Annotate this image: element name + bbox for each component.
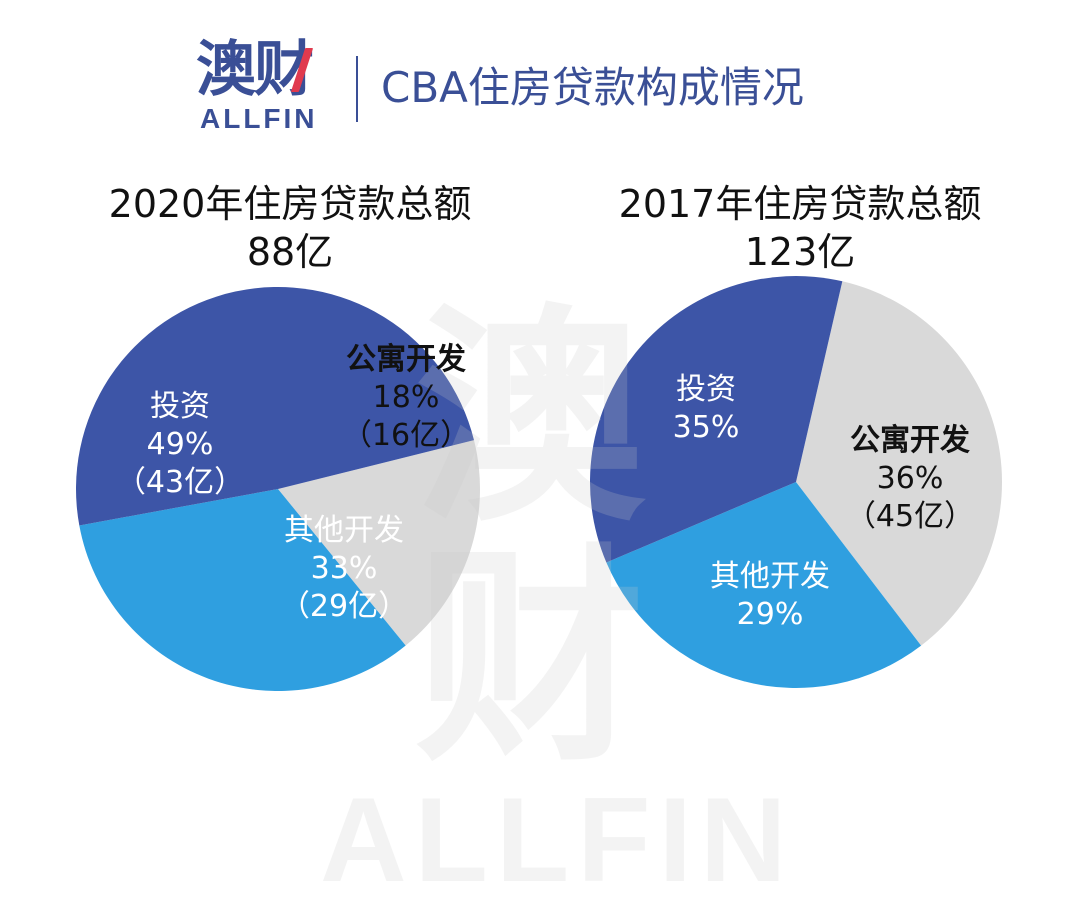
slice-label-2017-investment: 投资 35% <box>673 371 740 447</box>
logo-text: ALLFIN <box>200 103 318 134</box>
slice-category: 公寓开发 <box>346 342 466 377</box>
slice-percent: 49% <box>146 427 214 462</box>
pie-charts <box>76 275 1002 691</box>
chart-2017-title: 2017年住房贷款总额 <box>618 182 982 226</box>
slice-category: 投资 <box>676 372 736 407</box>
slice-label-2020-investment: 投资 49% （43亿） <box>116 388 244 502</box>
pie-slice-2017-other <box>606 482 922 688</box>
chart-2020-title: 2020年住房贷款总额 <box>108 182 472 226</box>
logo-mark: 澳财 <box>196 35 314 105</box>
pie-slice-2017-apartment <box>796 281 1002 646</box>
pie-slice-2020-investment <box>76 287 474 526</box>
pie-slice-2020-other <box>79 489 406 691</box>
slice-label-2017-other: 其他开发 29% <box>710 558 830 634</box>
slice-category: 其他开发 <box>710 559 830 594</box>
slice-category: 投资 <box>150 389 210 424</box>
slice-label-2020-apartment: 公寓开发 18% （16亿） <box>342 341 470 455</box>
title-divider <box>356 56 358 122</box>
page-title: CBA住房贷款构成情况 <box>381 63 804 112</box>
slice-label-2020-other: 其他开发 33% （29亿） <box>280 512 408 626</box>
slice-amount: （45亿） <box>845 499 975 534</box>
pie-slice-2017-investment <box>590 275 843 563</box>
chart-2020-total: 88亿 <box>246 230 334 274</box>
slice-percent: 18% <box>372 380 440 415</box>
slice-percent: 29% <box>736 597 804 632</box>
slice-category: 其他开发 <box>284 513 404 548</box>
slice-amount: （43亿） <box>115 465 245 500</box>
pie-chart-2020 <box>76 287 480 691</box>
chart-2017-total: 123亿 <box>744 230 856 274</box>
pie-slice-2020-apartment <box>278 440 480 646</box>
pie-chart-2017 <box>590 275 1002 688</box>
slice-amount: （29亿） <box>279 589 409 624</box>
slice-amount: （16亿） <box>341 418 471 453</box>
slice-category: 公寓开发 <box>850 423 970 458</box>
slice-percent: 36% <box>876 461 944 496</box>
slice-percent: 33% <box>310 551 378 586</box>
allfin-logo: 澳财 ALLFIN <box>196 38 326 134</box>
slice-label-2017-apartment: 公寓开发 36% （45亿） <box>846 422 974 536</box>
slice-percent: 35% <box>672 410 740 445</box>
